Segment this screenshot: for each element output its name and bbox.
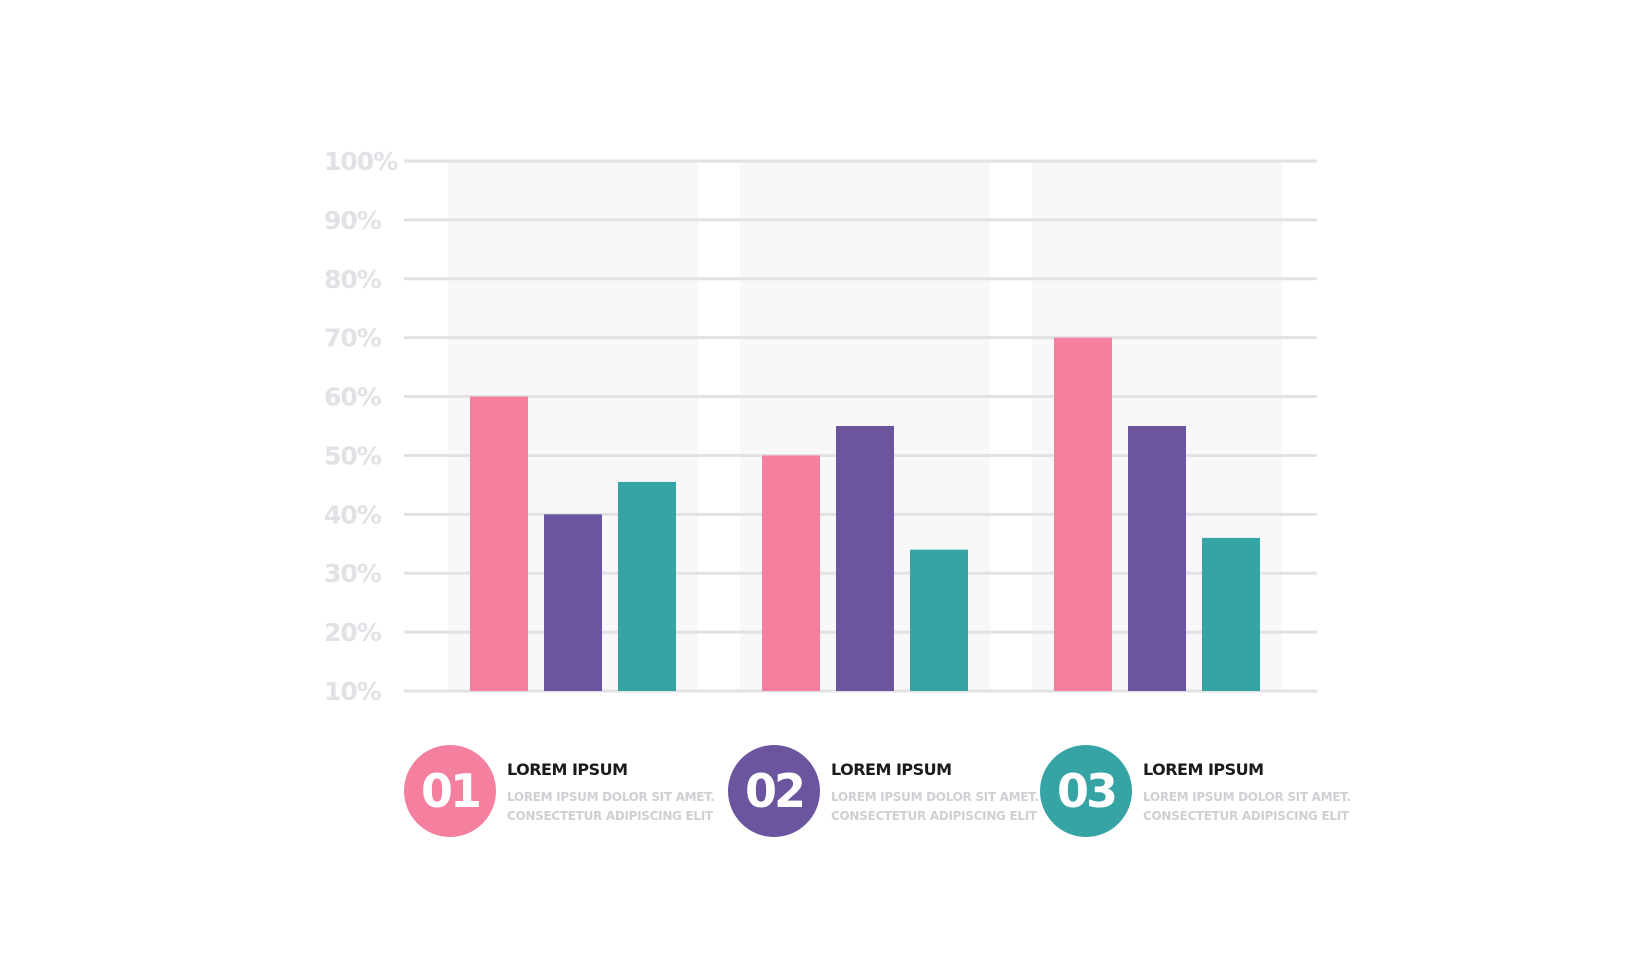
- legend-desc-line2-03: CONSECTETUR ADIPISCING ELIT: [1143, 809, 1349, 823]
- legend-title-02: LOREM IPSUM: [831, 760, 952, 779]
- bar-01-series-1: [470, 396, 528, 691]
- legend-desc-01: LOREM IPSUM DOLOR SIT AMET. CONSECTETUR …: [507, 788, 715, 826]
- bar-02-series-1: [762, 455, 820, 691]
- bar-03-series-1: [1054, 337, 1112, 691]
- y-tick-label-30: 30%: [324, 559, 382, 588]
- y-tick-label-10: 10%: [324, 677, 382, 706]
- bar-03-series-3: [1202, 537, 1260, 691]
- legend-desc-03: LOREM IPSUM DOLOR SIT AMET. CONSECTETUR …: [1143, 788, 1351, 826]
- y-tick-label-20: 20%: [324, 618, 382, 647]
- legend-title-03: LOREM IPSUM: [1143, 760, 1264, 779]
- y-tick-label-70: 70%: [324, 324, 382, 353]
- y-tick-label-50: 50%: [324, 441, 382, 470]
- y-tick-label-90: 90%: [324, 206, 382, 235]
- y-tick-label-40: 40%: [324, 500, 382, 529]
- legend-title-01: LOREM IPSUM: [507, 760, 628, 779]
- y-axis-ticks: 100% 90% 80% 70% 60% 50% 40% 30% 20% 10%: [324, 147, 399, 706]
- y-tick-label-60: 60%: [324, 383, 382, 412]
- legend-desc-line2-01: CONSECTETUR ADIPISCING ELIT: [507, 809, 713, 823]
- bar-01-series-2: [544, 514, 602, 691]
- legend-desc-line1-03: LOREM IPSUM DOLOR SIT AMET.: [1143, 790, 1351, 804]
- legend-desc-line1-02: LOREM IPSUM DOLOR SIT AMET.: [831, 790, 1039, 804]
- bar-02-series-2: [836, 426, 894, 691]
- bar-01-series-3: [618, 481, 676, 691]
- bars: [470, 337, 1260, 691]
- legend-desc-02: LOREM IPSUM DOLOR SIT AMET. CONSECTETUR …: [831, 788, 1039, 826]
- legend-badge-02: 02: [728, 745, 820, 837]
- legend-desc-line1-01: LOREM IPSUM DOLOR SIT AMET.: [507, 790, 715, 804]
- legend-badge-01: 01: [404, 745, 496, 837]
- y-tick-label-80: 80%: [324, 265, 382, 294]
- legend-badge-03: 03: [1040, 745, 1132, 837]
- y-tick-label-100: 100%: [324, 147, 398, 176]
- bar-03-series-2: [1128, 426, 1186, 691]
- legend-desc-line2-02: CONSECTETUR ADIPISCING ELIT: [831, 809, 1037, 823]
- bar-02-series-3: [910, 549, 968, 691]
